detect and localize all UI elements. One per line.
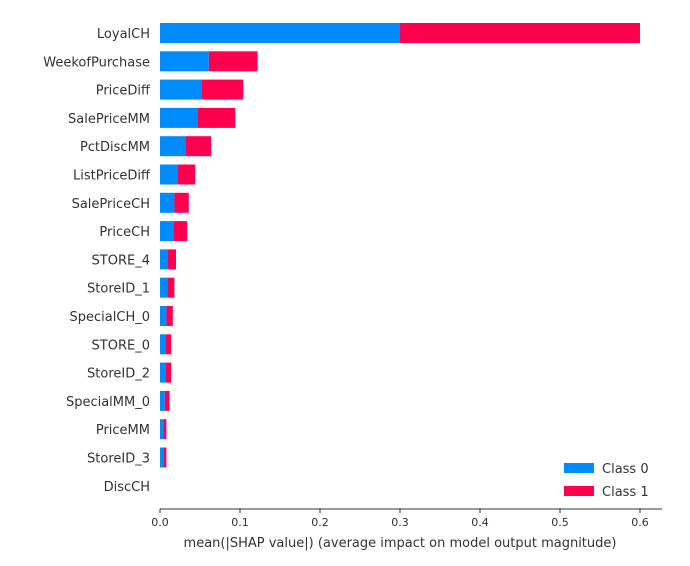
bar-SpecialMM_0-class-0	[160, 390, 165, 411]
x-tick-label: 0.6	[631, 516, 649, 529]
bar-PriceMM-class-0	[160, 419, 164, 440]
bar-WeekofPurchase-class-1	[208, 51, 258, 72]
category-labels: LoyalCH WeekofPurchase PriceDiff SalePriceM…	[43, 27, 151, 495]
bar-ListPriceDiff-class-1	[177, 164, 196, 185]
bar-ListPriceDiff-class-0	[160, 164, 178, 185]
bar-SpecialCH_0-class-0	[160, 306, 167, 326]
bar-WeekofPurchase-class-0	[160, 51, 209, 72]
legend: Class 0 Class 1	[564, 462, 649, 500]
bar-StoreID_1-class-0	[160, 277, 168, 298]
bar-SalePriceCH-class-0	[160, 192, 175, 213]
bar-SpecialMM_0-class-1	[164, 390, 170, 411]
bar-PctDiscMM-class-0	[160, 136, 186, 157]
x-tick-label: 0.2	[311, 516, 329, 529]
bar-PriceDiff-class-0	[160, 79, 202, 100]
legend-swatch-class-1	[564, 486, 594, 496]
bar-PctDiscMM-class-1	[185, 136, 212, 157]
legend-swatch-class-0	[564, 463, 594, 473]
bar-StoreID_2-class-1	[165, 362, 172, 383]
bar-StoreID_2-class-0	[160, 362, 166, 383]
bar-STORE_4-class-1	[168, 249, 176, 270]
x-axis-label: mean(|SHAP value|) (average impact on mo…	[184, 536, 617, 551]
bar-STORE_4-class-0	[160, 249, 168, 270]
category-label: PctDiscMM	[80, 140, 150, 155]
x-tick-label: 0.1	[231, 516, 249, 529]
category-label: StoreID_3	[87, 452, 150, 467]
bar-LoyalCH-class-0	[160, 23, 400, 43]
bar-StoreID_3-class-1	[163, 447, 167, 468]
bar-PriceCH-class-1	[173, 221, 188, 242]
legend-label: Class 1	[602, 485, 649, 500]
bar-PriceDiff-class-1	[201, 79, 244, 100]
x-tick-label: 0.3	[391, 516, 409, 529]
category-label: STORE_0	[92, 338, 150, 353]
category-label: PriceMM	[96, 423, 150, 438]
category-label: SpecialMM_0	[66, 395, 150, 410]
category-label: ListPriceDiff	[73, 169, 151, 184]
category-label: DiscCH	[104, 480, 150, 495]
category-label: STORE_4	[92, 253, 150, 268]
bar-SalePriceCH-class-1	[174, 192, 189, 213]
bar-SpecialCH_0-class-1	[166, 306, 173, 326]
category-label: StoreID_2	[87, 367, 150, 382]
bar-STORE_0-class-1	[165, 334, 172, 355]
bar-LoyalCH-class-1	[400, 23, 640, 43]
bar-STORE_0-class-0	[160, 334, 166, 355]
bar-SalePriceMM-class-1	[197, 107, 236, 128]
bar-PriceMM-class-1	[163, 419, 167, 440]
category-label: WeekofPurchase	[43, 55, 150, 70]
category-label: SalePriceCH	[72, 197, 150, 212]
category-label: PriceCH	[99, 225, 150, 240]
x-tick-label: 0.4	[471, 516, 489, 529]
bar-StoreID_3-class-0	[160, 447, 164, 468]
legend-label: Class 0	[602, 462, 649, 477]
category-label: StoreID_1	[87, 282, 150, 297]
x-tick-label: 0.5	[551, 516, 569, 529]
category-label: LoyalCH	[97, 27, 150, 42]
x-axis: 0.0 0.1 0.2 0.3 0.4 0.5 0.6 mean(|SHAP value|)…	[151, 508, 662, 551]
x-ticks: 0.0 0.1 0.2 0.3 0.4 0.5 0.6	[151, 509, 649, 529]
x-tick-label: 0.0	[151, 516, 169, 529]
category-label: SpecialCH_0	[70, 310, 150, 325]
bar-StoreID_1-class-1	[167, 277, 175, 298]
category-label: PriceDiff	[96, 84, 151, 99]
bar-SalePriceMM-class-0	[160, 107, 198, 128]
category-label: SalePriceMM	[68, 112, 150, 127]
bars-group	[160, 23, 640, 468]
bar-PriceCH-class-0	[160, 221, 174, 242]
